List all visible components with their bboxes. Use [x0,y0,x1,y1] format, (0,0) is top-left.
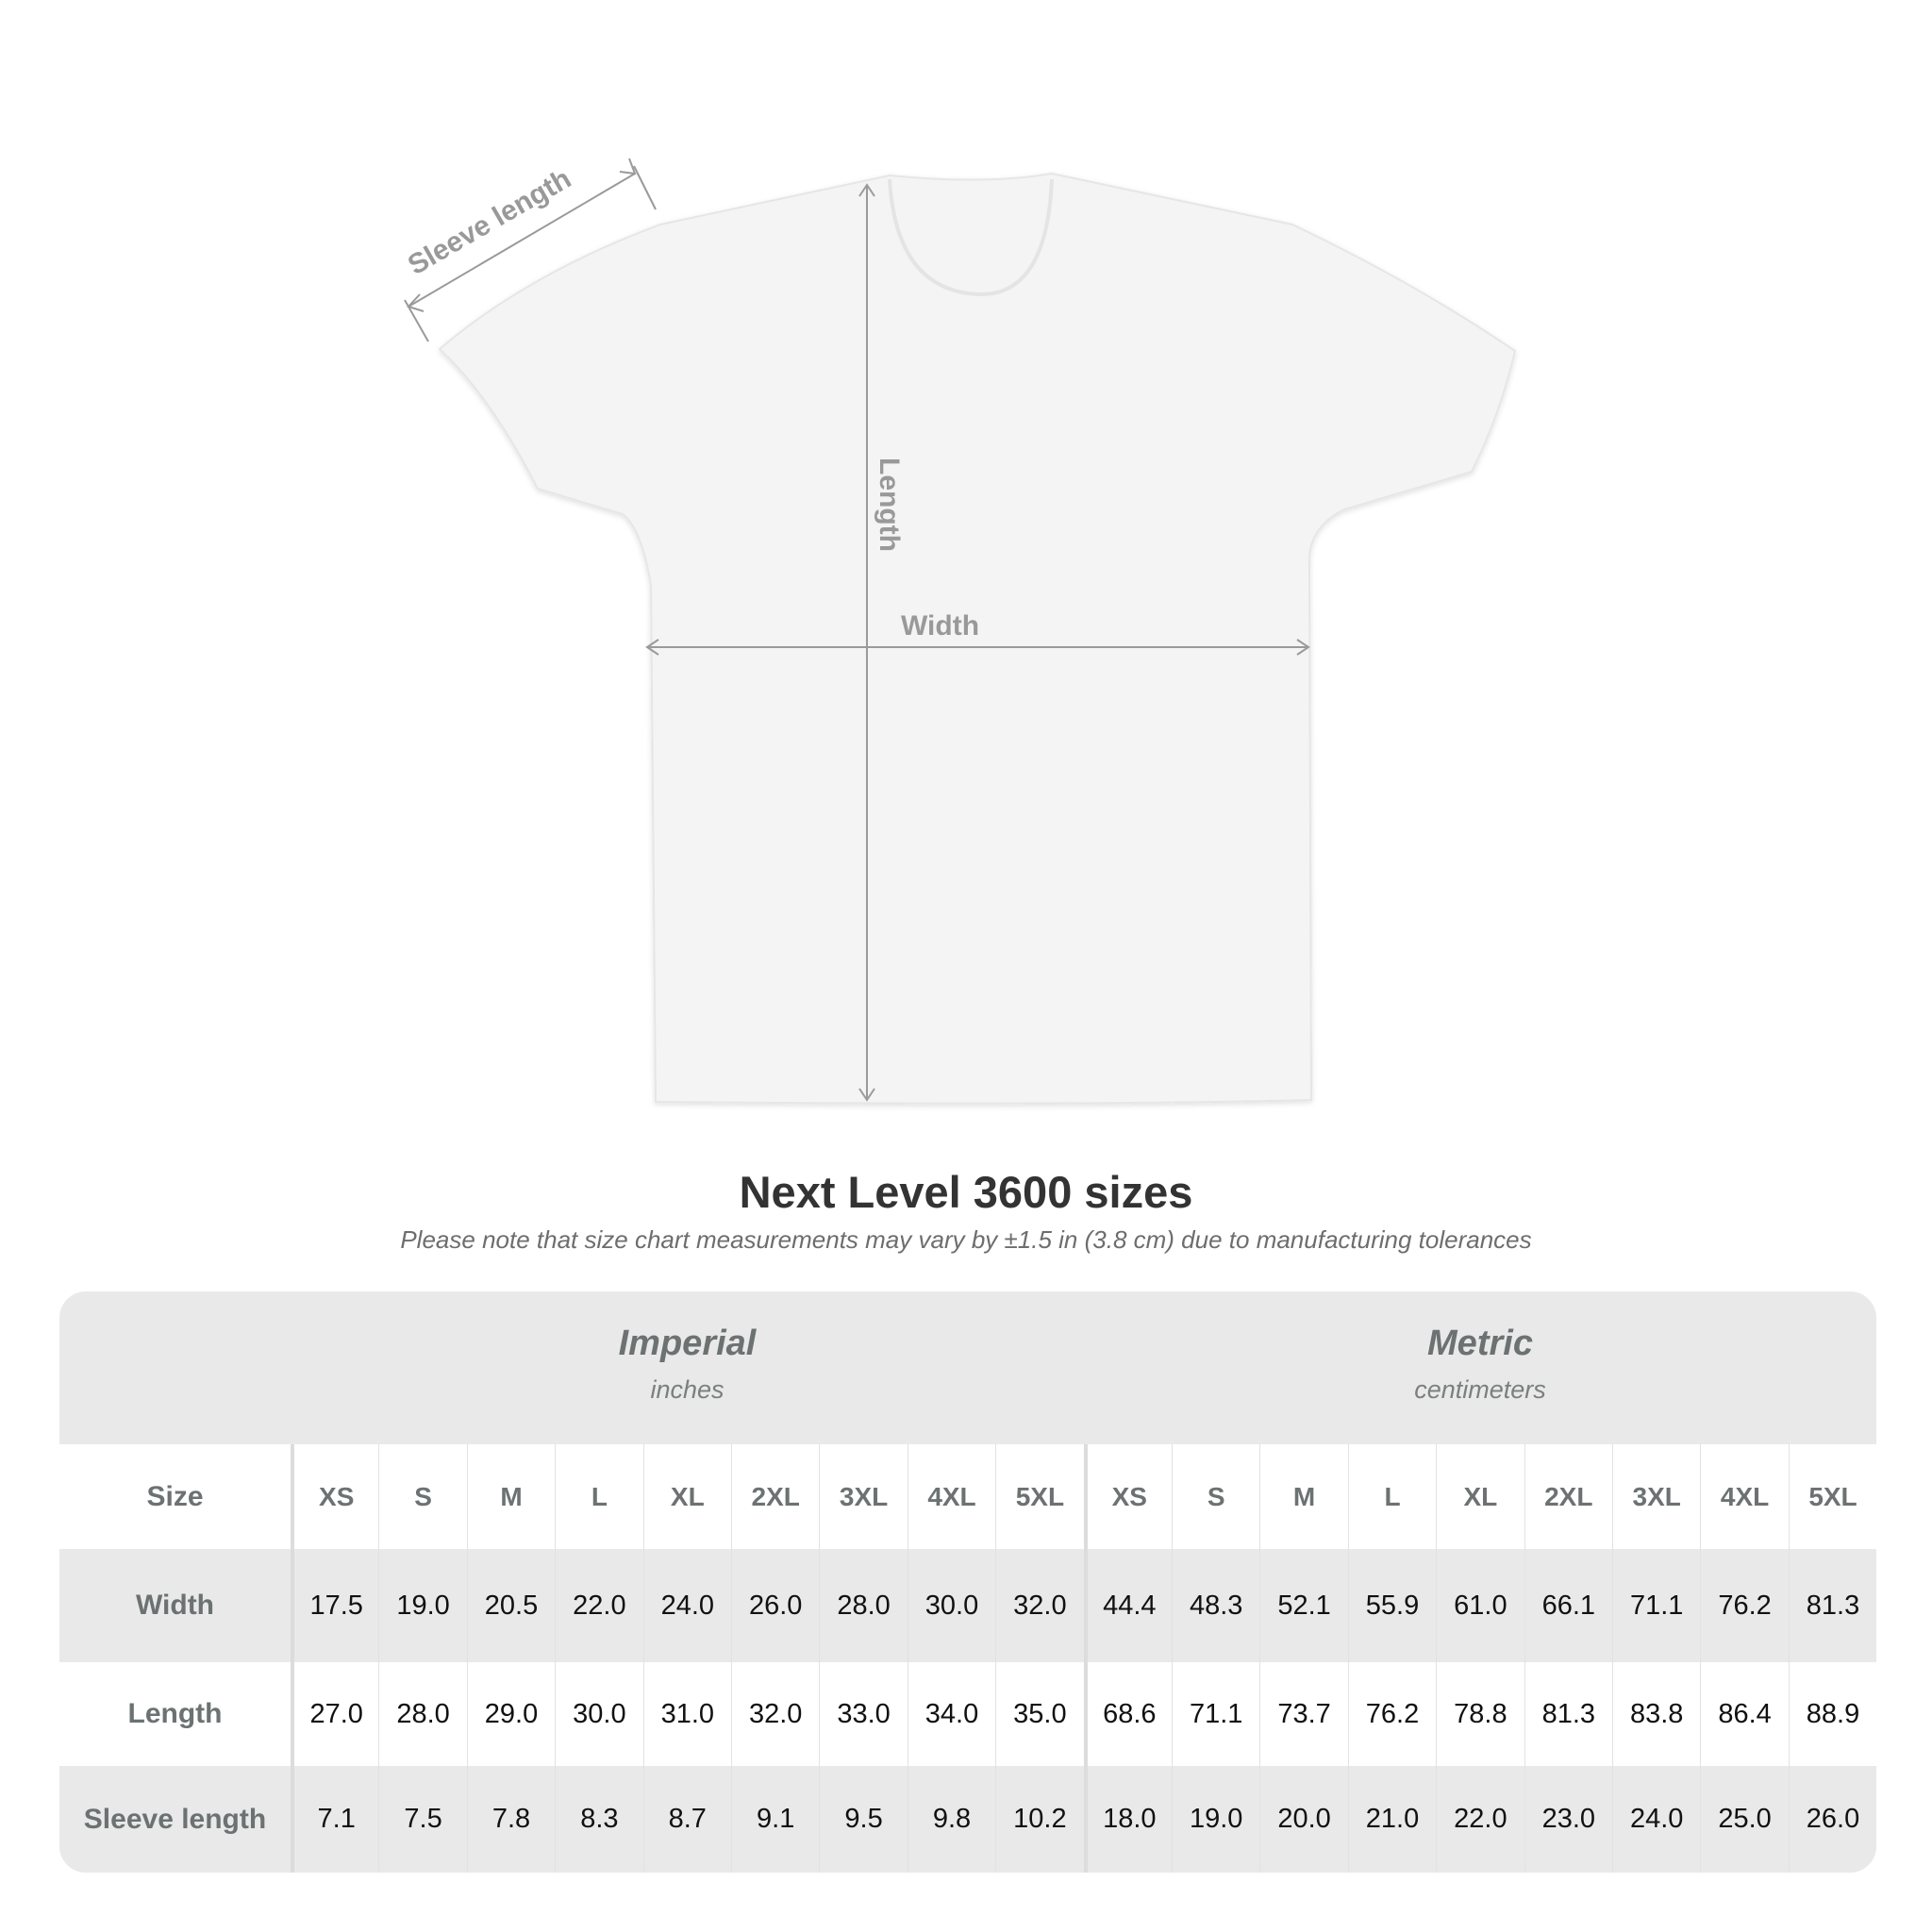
value-cell: 25.0 [1700,1766,1788,1873]
value-cell: 26.0 [731,1549,819,1662]
value-cell: 9.1 [731,1766,819,1873]
value-cell: 33.0 [819,1662,907,1766]
value-cell: 10.2 [995,1766,1083,1873]
value-cell: 28.0 [819,1549,907,1662]
value-cell: 18.0 [1083,1766,1172,1873]
value-cell: 8.3 [555,1766,642,1873]
table-row: Length 27.0 28.0 29.0 30.0 31.0 32.0 33.0 34.0 35… [59,1662,1876,1766]
value-cell: 24.0 [642,1549,731,1662]
size-header-cell: S [1172,1444,1259,1549]
value-cell: 35.0 [995,1662,1083,1766]
size-header-cell: 2XL [1524,1444,1612,1549]
value-cell: 88.9 [1788,1662,1876,1766]
value-cell: 7.8 [466,1766,555,1873]
tshirt-image [438,172,1517,1105]
value-cell: 17.5 [291,1549,378,1662]
value-cell: 81.3 [1788,1549,1876,1662]
metric-unit: centimeters [1414,1375,1546,1404]
value-cell: 73.7 [1259,1662,1347,1766]
value-cell: 28.0 [378,1662,466,1766]
row-label: Size [146,1480,204,1512]
value-cell: 81.3 [1524,1662,1612,1766]
size-chart-table: Imperial inches Metric centimeters Size X… [59,1291,1876,1873]
size-header-cell: L [555,1444,642,1549]
imperial-unit: inches [650,1375,724,1404]
size-header-cell: S [378,1444,466,1549]
sleeve-length-label: Sleeve length [403,163,576,281]
value-cell: 71.1 [1172,1662,1259,1766]
value-cell: 8.7 [642,1766,731,1873]
value-cell: 44.4 [1083,1549,1172,1662]
value-cell: 27.0 [291,1662,378,1766]
imperial-header: Imperial inches [291,1291,1084,1444]
value-cell: 21.0 [1347,1766,1436,1873]
value-cell: 20.0 [1259,1766,1347,1873]
value-cell: 52.1 [1259,1549,1347,1662]
value-cell: 22.0 [1436,1766,1524,1873]
value-cell: 22.0 [555,1549,642,1662]
size-header-cell: XL [642,1444,731,1549]
value-cell: 48.3 [1172,1549,1259,1662]
width-label: Width [901,610,979,641]
metric-header: Metric centimeters [1084,1291,1876,1444]
row-label: Width [135,1590,215,1621]
length-label: Length [874,458,905,552]
value-cell: 78.8 [1436,1662,1524,1766]
page-title: Next Level 3600 sizes [739,1167,1193,1217]
value-cell: 34.0 [907,1662,995,1766]
size-header-row: Size XS S M L XL 2XL 3XL 4XL 5XL XS S M L XL 2XL 3XL 4XL 5… [59,1444,1876,1549]
value-cell: 30.0 [555,1662,642,1766]
tolerance-note: Please note that size chart measurements… [400,1225,1532,1254]
size-header-cell: M [1259,1444,1347,1549]
imperial-title: Imperial [618,1324,757,1363]
size-header-cell: 4XL [907,1444,995,1549]
table-row: Sleeve length 7.1 7.5 7.8 8.3 8.7 9.1 9.5 9.8 10.… [59,1766,1876,1873]
value-cell: 61.0 [1436,1549,1524,1662]
collar [888,178,1054,297]
value-cell: 86.4 [1700,1662,1788,1766]
table-row: Width 17.5 19.0 20.5 22.0 24.0 26.0 28.0 30.0 32.… [59,1549,1876,1662]
size-header-cell: L [1347,1444,1436,1549]
sleeve-measure-line [408,173,636,308]
value-cell: 7.5 [378,1766,466,1873]
row-label: Sleeve length [83,1803,267,1835]
metric-title: Metric [1427,1324,1533,1363]
value-cell: 76.2 [1700,1549,1788,1662]
value-cell: 30.0 [907,1549,995,1662]
value-cell: 31.0 [642,1662,731,1766]
value-cell: 7.1 [291,1766,378,1873]
size-header-cell: XS [291,1444,378,1549]
size-header-cell: 5XL [995,1444,1083,1549]
value-cell: 24.0 [1612,1766,1700,1873]
value-cell: 55.9 [1347,1549,1436,1662]
value-cell: 20.5 [466,1549,555,1662]
value-cell: 71.1 [1612,1549,1700,1662]
size-header-cell: 4XL [1700,1444,1788,1549]
size-header-cell: 3XL [1612,1444,1700,1549]
size-header-cell: M [466,1444,555,1549]
size-header-cell: XL [1436,1444,1524,1549]
tshirt-diagram: Sleeve length Length Width [403,158,1517,1105]
value-cell: 26.0 [1788,1766,1876,1873]
value-cell: 9.8 [907,1766,995,1873]
value-cell: 76.2 [1347,1662,1436,1766]
row-label: Length [127,1698,223,1729]
value-cell: 19.0 [1172,1766,1259,1873]
size-header-cell: 5XL [1788,1444,1876,1549]
value-cell: 9.5 [819,1766,907,1873]
value-cell: 23.0 [1524,1766,1612,1873]
value-cell: 66.1 [1524,1549,1612,1662]
value-cell: 29.0 [466,1662,555,1766]
value-cell: 32.0 [731,1662,819,1766]
value-cell: 83.8 [1612,1662,1700,1766]
size-header-cell: XS [1083,1444,1172,1549]
value-cell: 32.0 [995,1549,1083,1662]
size-header-cell: 3XL [819,1444,907,1549]
value-cell: 19.0 [378,1549,466,1662]
size-header-cell: 2XL [731,1444,819,1549]
value-cell: 68.6 [1083,1662,1172,1766]
